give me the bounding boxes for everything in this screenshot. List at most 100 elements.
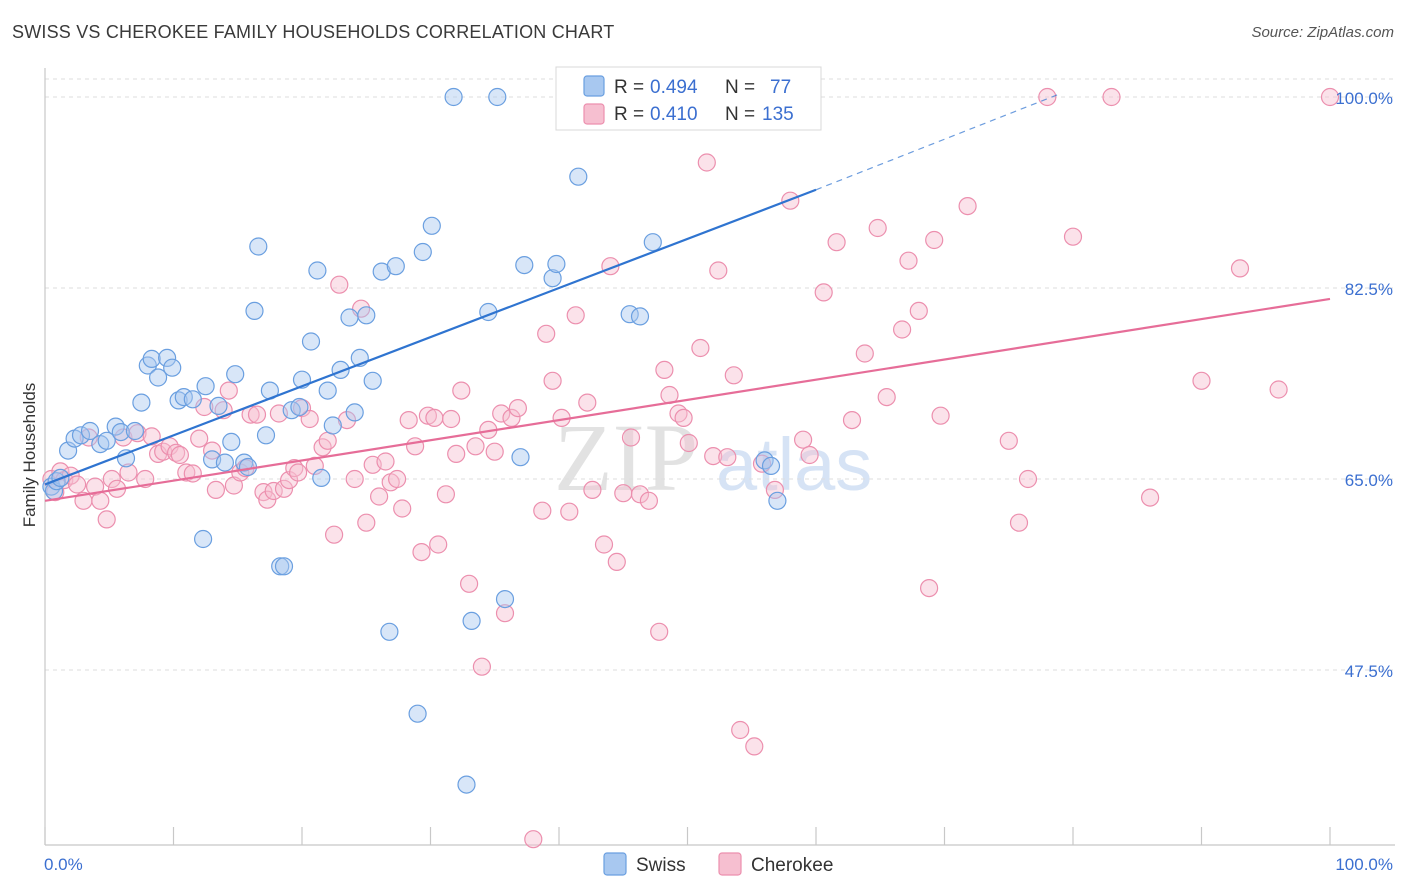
swiss-point [274,557,294,576]
swiss-point [363,371,382,390]
y-axis-label: Family Households [20,383,39,528]
swiss-point [256,426,276,445]
swiss-point [380,622,399,641]
x-tick-label-min: 0.0% [44,855,83,874]
cherokee-point [190,429,209,448]
swiss-point [308,261,327,280]
cherokee-point [97,510,116,529]
cherokee-point [543,371,562,390]
swiss-point [488,87,507,107]
cherokee-point [330,275,349,294]
legend-swatch-cherokee [583,103,605,125]
cherokee-point [1038,87,1057,107]
legend-r-label: R = [614,77,644,98]
cherokee-point [51,462,70,481]
cherokee-point [492,404,511,423]
cherokee-point [337,411,357,430]
cherokee-point [67,475,87,494]
swiss-point [149,368,168,387]
swiss-point [761,456,781,475]
cherokee-point [376,452,395,471]
legend-n-value: 135 [762,104,794,125]
cherokee-point [765,480,785,499]
swiss-point [323,416,342,435]
legend-swatch-swiss [583,75,605,97]
cherokee-point [508,399,528,418]
cherokee-point [247,405,267,424]
cherokee-point [495,604,515,623]
swiss-point [158,348,177,367]
cherokee-point [731,720,750,740]
y-tick-label: 47.5% [1345,662,1393,681]
swiss-point [222,432,241,451]
swiss-point [643,233,662,252]
cherokee-point [219,381,238,400]
swiss-point [132,393,151,412]
cherokee-point [655,360,674,379]
swiss-point [515,256,534,275]
swiss-trendline [44,188,817,486]
swiss-point [71,426,91,445]
swiss-point [547,254,566,274]
cherokee-point [170,445,189,465]
cherokee-point [583,480,602,499]
cherokee-point [1320,87,1340,107]
legend-r-value: 0.494 [650,77,698,98]
swiss-point [183,390,202,409]
cherokee-point [370,487,389,506]
cherokee-point [406,437,425,456]
trendlines [44,93,1331,502]
cherokee-point [800,445,819,465]
swiss-point [194,529,213,549]
cherokee-point [289,463,308,482]
swiss-point [511,448,530,467]
cherokee-point [842,411,862,430]
cherokee-point [177,463,196,482]
swiss-point [209,396,228,415]
swiss-point [271,557,290,576]
cherokee-point [1140,488,1160,507]
swiss-point [457,775,476,794]
cherokee-point [718,448,737,467]
y-tick-label: 100.0% [1335,89,1393,108]
cherokee-point [502,408,521,427]
cherokee-point [399,411,418,430]
legend-r-label: R = [614,104,644,125]
cherokee-point [745,737,764,756]
cherokee-point [485,442,504,461]
cherokee-point [460,574,479,593]
cherokee-point [537,324,556,343]
legend-top: R = 0.494 N = 77 R = 0.410 N = 135 [555,66,822,131]
cherokee-point [429,535,448,554]
legend-swatch-cherokee [718,852,742,876]
swiss-point [80,421,100,441]
swiss-point [444,87,463,107]
cherokee-point [650,622,669,641]
legend-n-label: N = [725,104,755,125]
swiss-point [312,468,331,487]
cherokee-point [614,484,633,503]
swiss-point [111,423,130,442]
y-tick-label: 82.5% [1345,280,1393,299]
cherokee-point [466,437,485,456]
cherokee-point [442,409,461,429]
cherokee-point [206,480,225,499]
cherokee-point [412,542,431,562]
cherokee-point [393,499,412,518]
swiss-point [318,381,337,400]
cherokee-point [436,485,455,504]
cherokee-point [892,320,912,339]
swiss-point [630,307,650,326]
cherokee-point [697,153,716,172]
cherokee-point [724,366,743,385]
swiss-point [386,257,405,276]
y-tick-label: 65.0% [1345,471,1393,490]
cherokee-point [594,535,614,554]
swiss-point [196,377,215,396]
cherokee-point [318,431,337,450]
swiss-point [163,358,182,377]
cherokee-point [855,344,874,363]
chart-title: SWISS VS CHEROKEE FAMILY HOUSEHOLDS CORR… [12,22,615,42]
cherokee-point [1102,87,1121,107]
cherokee-point [85,477,105,496]
